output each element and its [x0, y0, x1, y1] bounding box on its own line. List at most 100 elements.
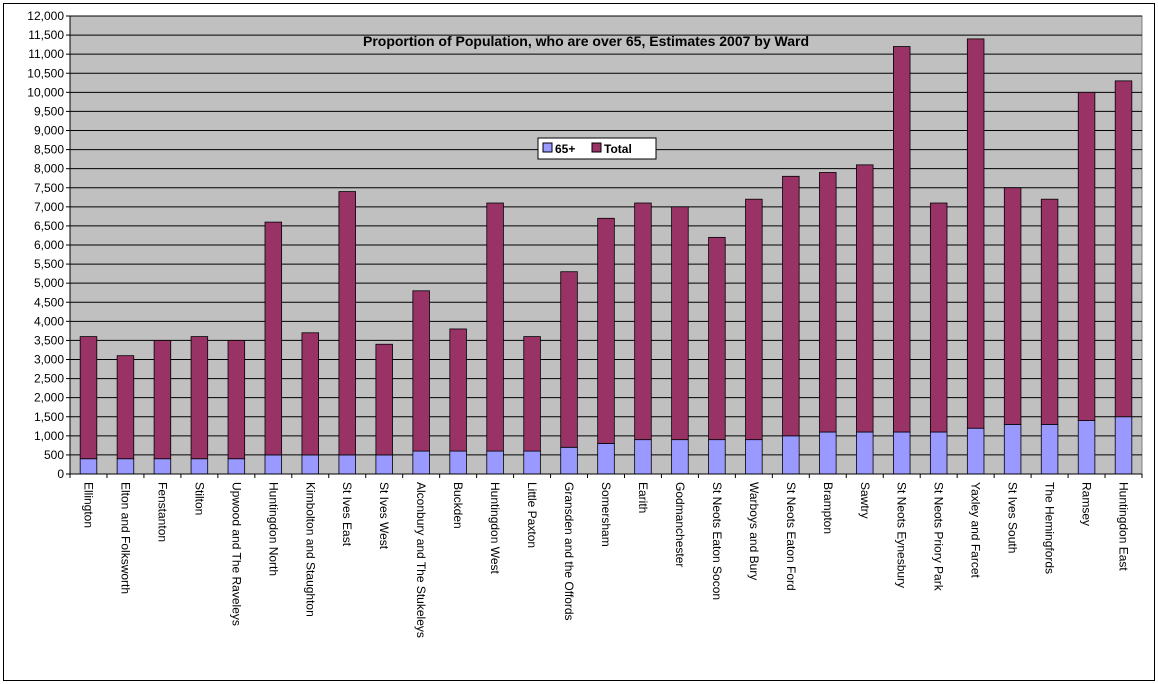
- bar-total: [79, 336, 98, 460]
- x-tick-label: St Ives South: [1006, 482, 1020, 553]
- y-tick-label: 11,500: [28, 28, 64, 42]
- y-tick-label: 4,500: [34, 295, 64, 309]
- y-tick-label: 9,000: [34, 124, 64, 138]
- bar-65plus: [560, 446, 578, 475]
- y-axis: 0 500 1,000 1,500 2,000 2,500 3,000 3,500 4,000 4…: [27, 9, 71, 481]
- bar-total: [523, 336, 541, 452]
- x-tick-label: Somersham: [599, 482, 613, 547]
- bar-65plus: [966, 427, 985, 475]
- y-tick-label: 7,000: [34, 200, 64, 214]
- bar-total: [190, 336, 209, 460]
- bar-65plus: [486, 450, 504, 475]
- bar-total: [1114, 80, 1133, 418]
- bar-65plus: [227, 458, 246, 475]
- x-tick-label: Ramsey: [1080, 482, 1094, 526]
- bar-total: [929, 202, 948, 433]
- x-tick-label: Buckden: [451, 482, 465, 529]
- bar-total: [634, 202, 652, 441]
- y-tick-label: 9,500: [34, 104, 64, 118]
- x-tick-label: St Ives West: [377, 482, 391, 550]
- x-tick-label: St Neots Eaton Ford: [784, 482, 798, 591]
- x-tick-label: Alconbury and The Stukeleys: [414, 482, 428, 638]
- legend-label-65plus: 65+: [555, 142, 575, 156]
- legend-swatch-total: [591, 142, 602, 153]
- bar-65plus: [782, 435, 800, 475]
- y-tick-label: 8,000: [34, 162, 64, 176]
- y-tick-label: 10,500: [27, 66, 64, 80]
- legend-swatch-65plus: [542, 142, 553, 153]
- bar-65plus: [745, 439, 763, 475]
- x-tick-label: Brampton: [821, 482, 835, 534]
- bar-65plus: [190, 458, 209, 475]
- bar-total: [708, 236, 726, 441]
- x-tick-label: Fenstanton: [155, 482, 169, 542]
- y-tick-label: 10,000: [27, 85, 64, 99]
- bar-total: [486, 202, 504, 452]
- bar-total: [338, 191, 356, 456]
- y-tick-label: 2,000: [34, 391, 64, 405]
- bar-65plus: [708, 439, 726, 475]
- y-tick-label: 3,000: [34, 353, 64, 367]
- x-axis: Ellington Elton and Folksworth Fenstanton S…: [69, 473, 1143, 638]
- bar-65plus: [523, 450, 541, 475]
- legend-label-total: Total: [604, 142, 632, 156]
- bar-65plus: [819, 431, 837, 475]
- y-tick-label: 12,000: [27, 9, 64, 23]
- bar-total: [782, 175, 800, 437]
- bar-65plus: [1114, 416, 1133, 475]
- bar-total: [819, 172, 837, 433]
- bar-65plus: [856, 431, 874, 475]
- bar-total: [264, 221, 283, 456]
- x-tick-label: The Hemingfords: [1043, 482, 1057, 574]
- x-tick-label: Huntingdon North: [266, 482, 280, 576]
- y-tick-label: 6,500: [34, 219, 64, 233]
- x-tick-label: Elton and Folksworth: [118, 482, 132, 594]
- y-tick-label: 8,500: [34, 143, 64, 157]
- bar-total: [153, 340, 172, 460]
- x-tick-label: Upwood and The Raveleys: [229, 482, 243, 626]
- bar-total: [1040, 198, 1059, 425]
- x-tick-label: St Neots Priory Park: [932, 482, 946, 592]
- y-tick-label: 6,000: [34, 238, 64, 252]
- y-tick-label: 500: [44, 448, 64, 462]
- y-tick-label: 4,000: [34, 314, 64, 328]
- x-tick-label: St Ives East: [340, 482, 354, 547]
- bar-total: [227, 340, 246, 460]
- bar-total: [560, 271, 578, 448]
- bar-65plus: [338, 454, 356, 475]
- bar-65plus: [1003, 423, 1022, 475]
- bar-65plus: [1040, 423, 1059, 475]
- y-tick-label: 5,000: [34, 276, 64, 290]
- bar-65plus: [264, 454, 283, 475]
- bar-65plus: [449, 450, 467, 475]
- bar-total: [745, 198, 763, 441]
- y-tick-label: 1,000: [34, 429, 64, 443]
- bar-65plus: [79, 458, 98, 475]
- x-tick-label: Stilton: [192, 482, 206, 515]
- x-tick-label: Warboys and Bury: [747, 482, 761, 580]
- bar-65plus: [116, 458, 135, 475]
- x-tick-label: St Neots Eaton Socon: [710, 482, 724, 600]
- bar-65plus: [153, 458, 172, 475]
- bar-total: [412, 290, 430, 452]
- bar-65plus: [634, 439, 652, 475]
- bar-total: [893, 46, 911, 433]
- bars: [79, 38, 1133, 475]
- x-tick-label: Sawtry: [858, 482, 872, 519]
- bar-65plus: [1077, 420, 1096, 475]
- bar-65plus: [597, 443, 615, 475]
- chart-title: Proportion of Population, who are over 6…: [363, 33, 809, 49]
- x-tick-label: Little Paxton: [525, 482, 539, 548]
- bar-65plus: [412, 450, 430, 475]
- bar-total: [116, 355, 135, 460]
- y-tick-label: 7,500: [34, 181, 64, 195]
- x-tick-label: Huntingdon East: [1117, 482, 1131, 571]
- y-tick-label: 11,000: [28, 47, 64, 61]
- x-tick-label: Godmanchester: [673, 482, 687, 567]
- x-tick-label: Huntingdon West: [488, 482, 502, 575]
- y-tick-label: 2,500: [34, 372, 64, 386]
- legend: 65+ Total: [537, 137, 657, 160]
- bar-total: [1077, 91, 1096, 421]
- y-tick-label: 0: [57, 467, 64, 481]
